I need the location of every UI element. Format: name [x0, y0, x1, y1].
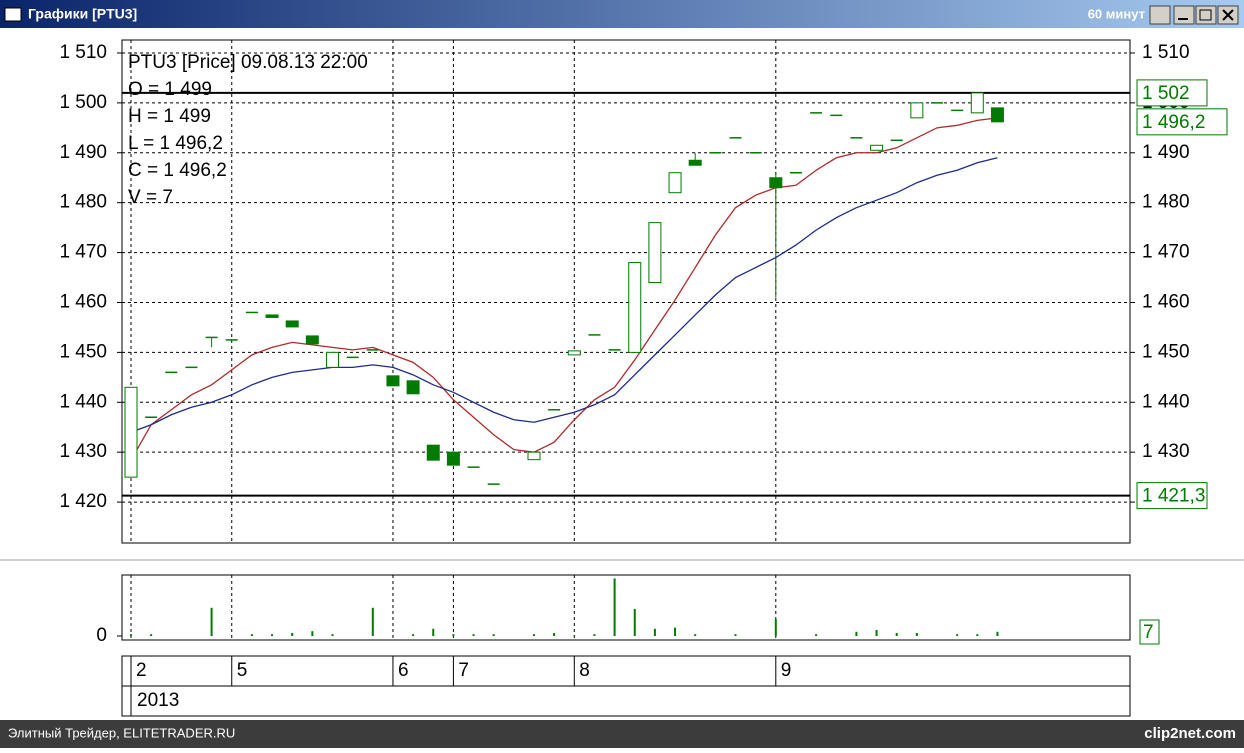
- candle-body: [527, 451, 541, 461]
- y-tick-label: 1 490: [59, 142, 107, 163]
- last-price-label: 1 496,2: [1142, 112, 1205, 133]
- candle-body: [305, 335, 319, 345]
- pin-button[interactable]: [1149, 5, 1171, 25]
- candle-body: [910, 102, 924, 119]
- day-label: 7: [458, 660, 469, 681]
- y2-tick-label: 1 480: [1142, 192, 1190, 213]
- day-label: 8: [579, 660, 590, 681]
- y-tick-label: 1 500: [59, 92, 107, 113]
- y-tick-label: 1 460: [59, 291, 107, 312]
- moving-average: [130, 157, 998, 433]
- info-line: PTU3 [Price] 09.08.13 22:00: [128, 52, 368, 73]
- price-panel: [121, 39, 1131, 544]
- y-tick-label: 1 430: [59, 441, 107, 462]
- y-tick-label: 1 470: [59, 242, 107, 263]
- candle-body: [265, 314, 279, 318]
- title-bar: [0, 0, 1244, 28]
- day-label: 9: [781, 660, 792, 681]
- y-tick-label: 1 510: [59, 42, 107, 63]
- candle-body: [688, 159, 702, 166]
- candle-body: [326, 351, 339, 368]
- y-tick-label: 1 420: [59, 491, 107, 512]
- info-line: H = 1 499: [128, 106, 211, 127]
- candle-body: [648, 222, 662, 284]
- candle-body: [426, 444, 440, 461]
- candle-body: [285, 320, 299, 328]
- level-label: 1 502: [1142, 83, 1190, 104]
- candle-body: [386, 375, 400, 387]
- y2-tick-label: 1 460: [1142, 291, 1190, 312]
- level-label-box: [1136, 482, 1208, 510]
- minimize-button[interactable]: [1173, 5, 1195, 25]
- candle-body: [567, 350, 581, 356]
- y-tick-label: 1 440: [59, 391, 107, 412]
- volume-last-box: [1139, 619, 1160, 645]
- candle-body: [970, 92, 984, 114]
- y2-tick-label: 1 510: [1142, 42, 1190, 63]
- day-label: 2: [136, 660, 147, 681]
- candle-body: [446, 451, 460, 466]
- day-label: 5: [237, 660, 248, 681]
- info-line: O = 1 499: [128, 79, 212, 100]
- footer-text: Элитный Трейдер, ELITETRADER.RU: [8, 725, 235, 740]
- y2-tick-label: 1 450: [1142, 341, 1190, 362]
- y-tick-label: 1 480: [59, 192, 107, 213]
- maximize-button[interactable]: [1195, 5, 1217, 25]
- y2-tick-label: 1 440: [1142, 391, 1190, 412]
- window-title: Графики [PTU3]: [28, 6, 137, 22]
- year-label: 2013: [137, 690, 179, 711]
- timeframe: 60 минут: [1088, 6, 1145, 21]
- day-label: 6: [398, 660, 409, 681]
- moving-average: [130, 117, 998, 461]
- last-price-box: [1136, 108, 1228, 136]
- candle-body: [628, 262, 642, 353]
- volume-last-label: 7: [1143, 622, 1154, 643]
- volume-tick-label: 0: [96, 625, 107, 646]
- candle-body: [769, 177, 783, 189]
- window-icon: [4, 7, 22, 22]
- y2-tick-label: 1 490: [1142, 142, 1190, 163]
- candle-body: [406, 380, 420, 395]
- candle-body: [668, 172, 682, 194]
- candle-body: [124, 386, 138, 478]
- footer-bar: [0, 720, 1244, 748]
- candle-body: [870, 144, 884, 151]
- footer-logo: clip2net.com: [1144, 725, 1236, 742]
- candle-body: [990, 107, 1004, 123]
- y2-tick-label: 1 470: [1142, 242, 1190, 263]
- level-label-box: [1136, 79, 1208, 107]
- window-buttons[interactable]: [1149, 5, 1239, 25]
- y2-tick-label: 1 430: [1142, 441, 1190, 462]
- info-line: L = 1 496,2: [128, 133, 223, 154]
- info-line: C = 1 496,2: [128, 160, 227, 181]
- info-line: V = 7: [128, 187, 173, 208]
- level-label: 1 421,3: [1142, 486, 1205, 507]
- volume-panel: [121, 574, 1131, 641]
- y-tick-label: 1 450: [59, 341, 107, 362]
